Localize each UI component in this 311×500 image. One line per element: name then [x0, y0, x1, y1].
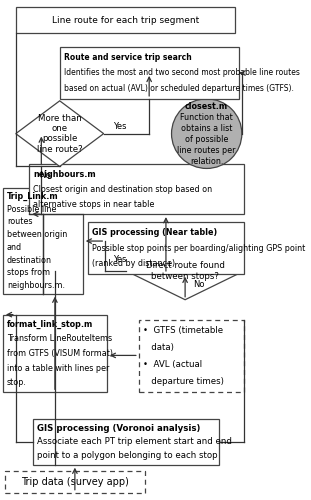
Text: •  GTFS (timetable: • GTFS (timetable [143, 326, 223, 335]
Text: No: No [39, 171, 51, 180]
Text: between origin: between origin [7, 230, 67, 239]
Text: obtains a list: obtains a list [181, 124, 232, 132]
Ellipse shape [172, 99, 242, 168]
Text: Possible stop points per boarding/alighting GPS point: Possible stop points per boarding/alight… [92, 244, 305, 252]
Bar [139, 320, 244, 392]
Text: format_link_stop.m: format_link_stop.m [7, 320, 93, 328]
Text: Closest origin and destination stop based on: Closest origin and destination stop base… [33, 185, 212, 194]
Text: Line route for each trip segment: Line route for each trip segment [52, 16, 199, 25]
Text: •  AVL (actual: • AVL (actual [143, 360, 202, 369]
Bar [5, 471, 145, 492]
Bar [3, 314, 107, 392]
Text: Direct route found
between stops?: Direct route found between stops? [146, 261, 225, 280]
Text: More than
one
possible
line route?: More than one possible line route? [37, 114, 82, 154]
Text: stop.: stop. [7, 378, 27, 387]
Text: line routes per: line routes per [178, 146, 236, 154]
Bar [16, 8, 235, 33]
Bar [29, 164, 244, 214]
Text: Route and service trip search: Route and service trip search [64, 53, 192, 62]
Text: Yes: Yes [113, 122, 126, 131]
Text: neighbours.m: neighbours.m [33, 170, 96, 179]
Text: of possible: of possible [185, 134, 228, 143]
Text: GIS processing (Near table): GIS processing (Near table) [92, 228, 217, 237]
Polygon shape [16, 101, 104, 166]
Text: neighbours.m.: neighbours.m. [7, 281, 65, 290]
Text: based on actual (AVL) or scheduled departure times (GTFS).: based on actual (AVL) or scheduled depar… [64, 84, 294, 93]
Text: stops from: stops from [7, 268, 50, 278]
Text: No: No [193, 280, 205, 289]
Text: Identifies the most and two second most probable line routes: Identifies the most and two second most … [64, 68, 299, 78]
Text: closest.m: closest.m [185, 102, 228, 110]
Bar [3, 188, 83, 294]
Bar [88, 222, 244, 274]
Text: Possible line: Possible line [7, 205, 56, 214]
Text: Trip_Link.m: Trip_Link.m [7, 192, 58, 201]
Text: routes: routes [7, 218, 32, 226]
Polygon shape [126, 242, 244, 300]
Text: GIS processing (Voronoi analysis): GIS processing (Voronoi analysis) [37, 424, 201, 432]
Bar [60, 47, 239, 99]
Text: point to a polygon belonging to each stop: point to a polygon belonging to each sto… [37, 452, 218, 460]
Text: Function that: Function that [180, 112, 233, 122]
Text: into a table with lines per: into a table with lines per [7, 364, 109, 372]
Text: from GTFS (VISUM format): from GTFS (VISUM format) [7, 349, 113, 358]
Text: destination: destination [7, 256, 52, 264]
Bar [33, 419, 219, 465]
Text: (ranked by distance): (ranked by distance) [92, 259, 175, 268]
Text: and: and [7, 243, 22, 252]
Text: Trip data (survey app): Trip data (survey app) [21, 476, 129, 486]
Text: Transform LineRouteItems: Transform LineRouteItems [7, 334, 112, 344]
Text: Associate each PT trip element start and end: Associate each PT trip element start and… [37, 438, 232, 446]
Text: departure times): departure times) [143, 376, 224, 386]
Text: alternative stops in near table: alternative stops in near table [33, 200, 155, 209]
Text: relation.: relation. [190, 157, 223, 166]
Text: Yes: Yes [113, 256, 126, 264]
Text: data): data) [143, 343, 174, 352]
